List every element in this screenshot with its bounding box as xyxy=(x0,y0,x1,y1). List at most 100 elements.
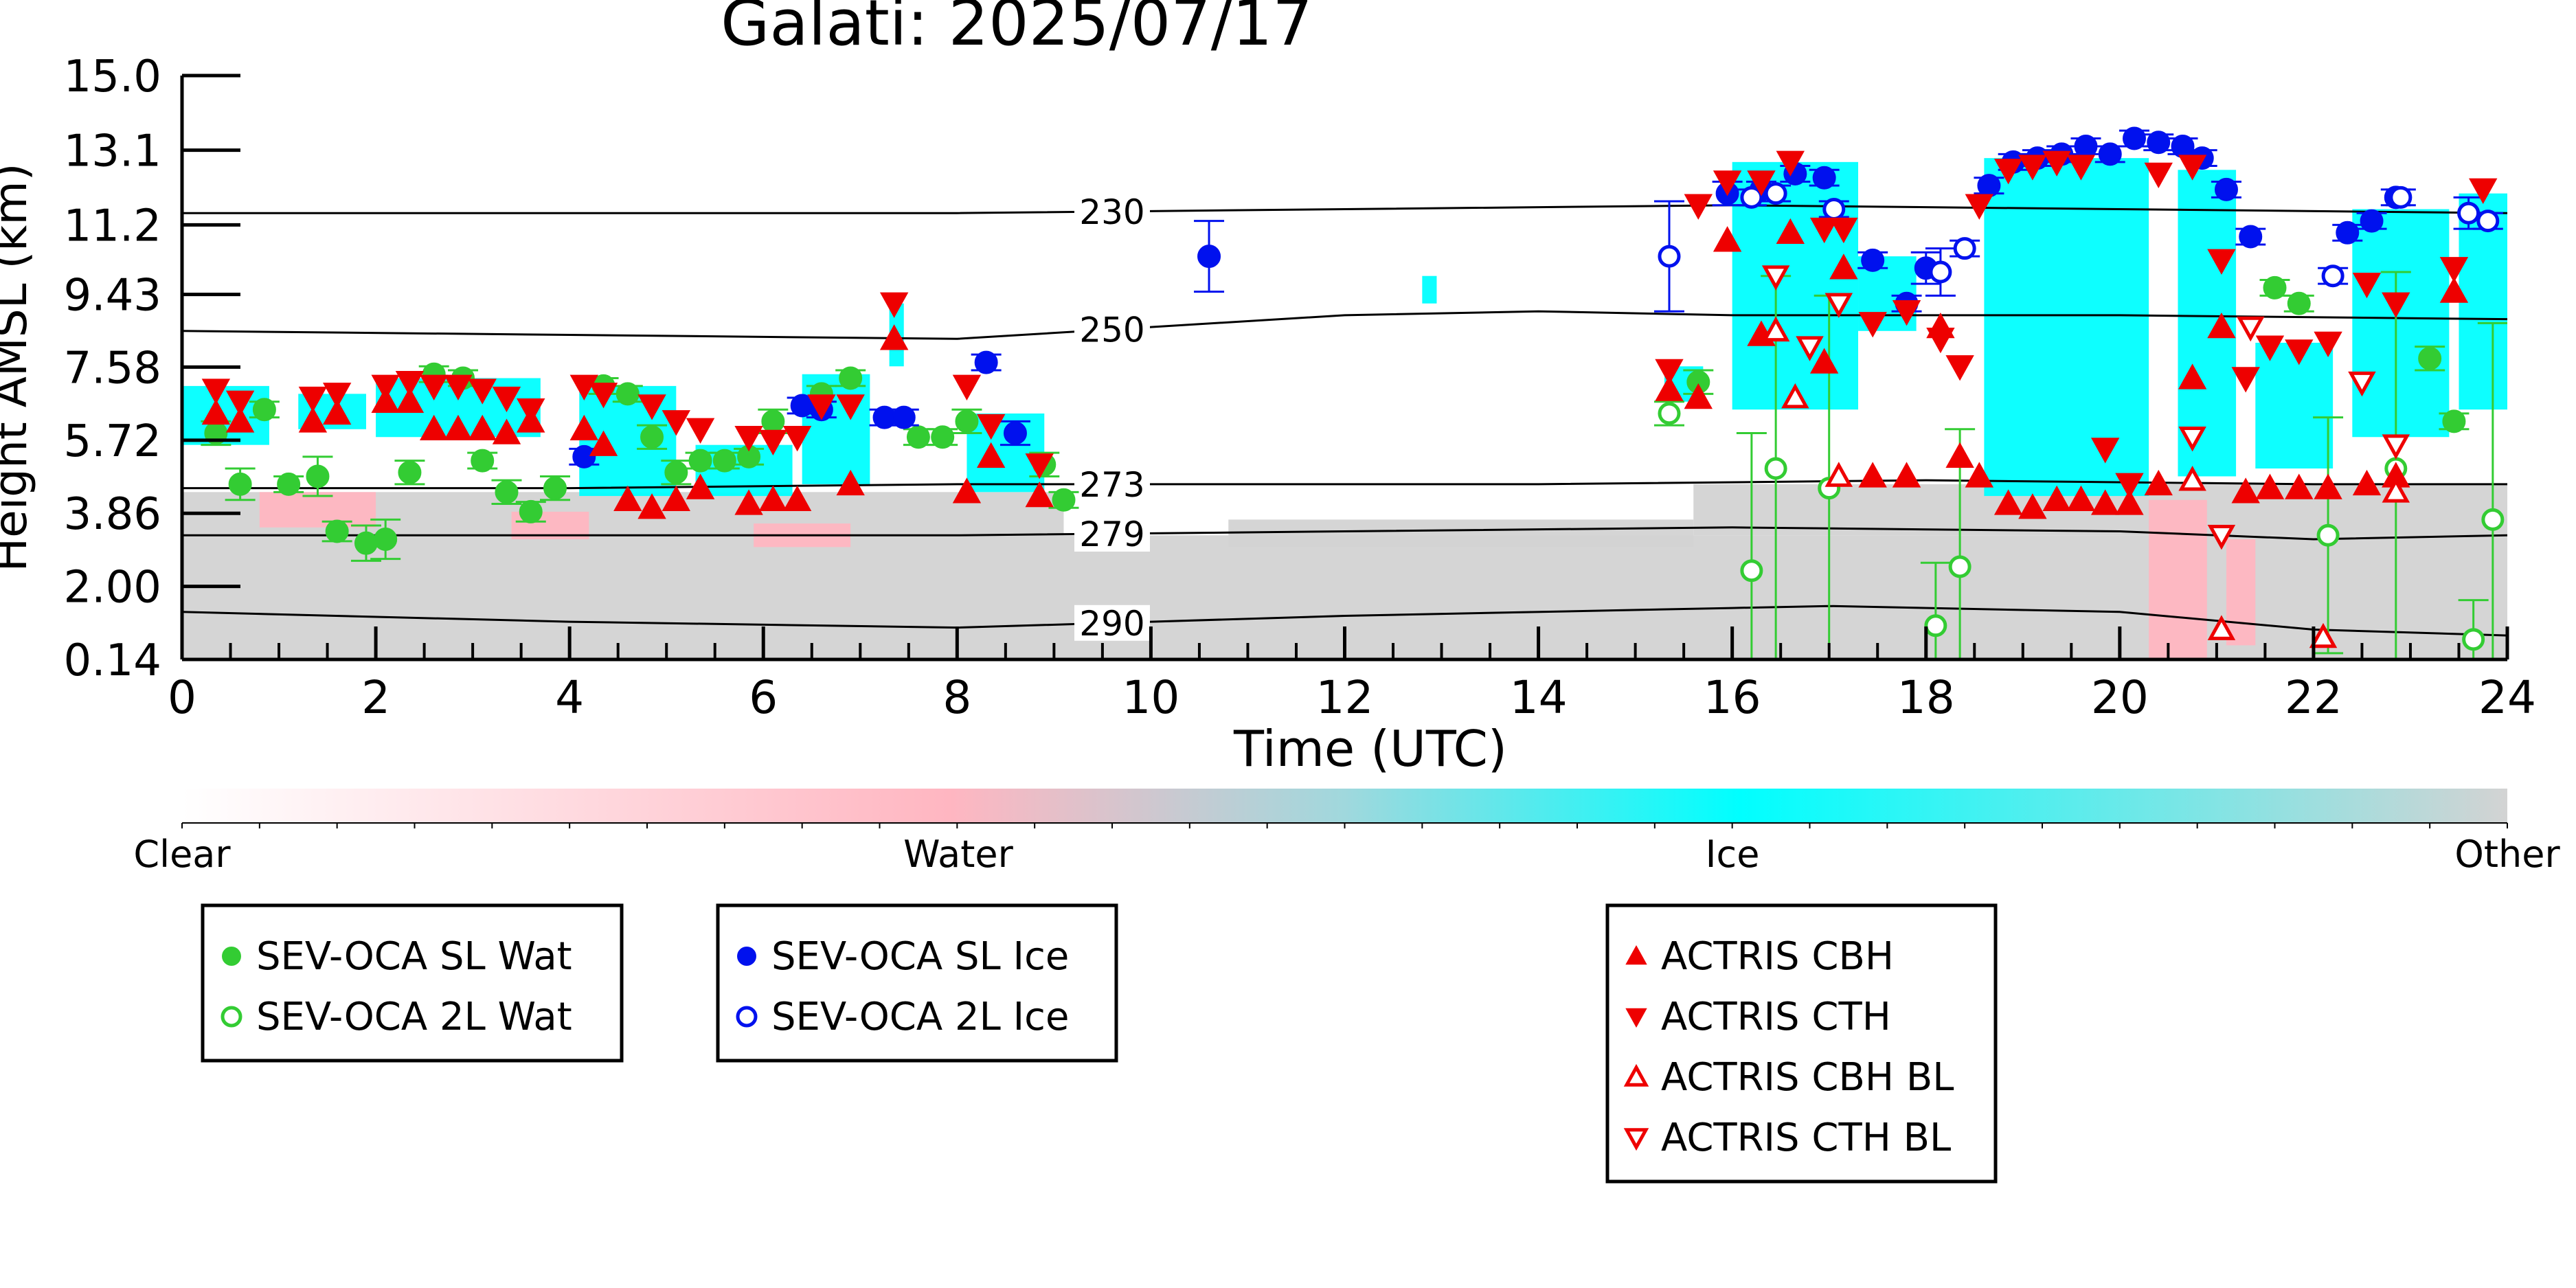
data-point xyxy=(2321,264,2345,288)
legend-entry-label: ACTRIS CTH BL xyxy=(1661,1116,1951,1160)
data-point xyxy=(519,499,543,523)
data-point xyxy=(686,418,715,444)
data-point xyxy=(2336,221,2360,245)
data-point xyxy=(977,442,1006,468)
data-point xyxy=(1764,182,1787,205)
data-point xyxy=(758,429,788,456)
data-point xyxy=(2382,292,2410,318)
data-point xyxy=(492,386,521,413)
x-tick-label: 10 xyxy=(1122,671,1179,724)
data-point xyxy=(955,409,979,433)
legend-box-2: SEV-OCA SL Ice SEV-OCA 2L Ice xyxy=(716,903,1118,1063)
data-point xyxy=(395,387,425,413)
data-point xyxy=(2018,155,2047,181)
y-tick-label: 2.00 xyxy=(64,563,162,613)
data-point xyxy=(1824,293,1853,318)
data-point xyxy=(1861,248,1885,272)
series-sev-oca-sl-ice xyxy=(569,126,2411,468)
data-point xyxy=(2144,469,2173,496)
data-point xyxy=(1929,260,1952,284)
data-point xyxy=(306,464,330,488)
contour-label-250: 250 xyxy=(1079,310,1144,350)
legend: SEV-OCA SL Wat SEV-OCA 2L Wat SEV-OCA SL I… xyxy=(201,903,1998,1184)
legend-entry-label: SEV-OCA SL Ice xyxy=(771,934,1069,979)
data-point xyxy=(2457,201,2481,225)
data-point xyxy=(277,472,301,496)
data-point xyxy=(1684,194,1713,220)
data-point xyxy=(2439,257,2469,283)
data-point xyxy=(492,418,521,444)
data-point xyxy=(2231,367,2260,393)
series-actris-cth xyxy=(201,150,2498,499)
x-tick-label: 20 xyxy=(2091,671,2149,724)
x-tick-label: 4 xyxy=(555,671,584,724)
data-point xyxy=(1025,481,1054,508)
data-point xyxy=(1809,217,1839,244)
data-point xyxy=(468,414,497,441)
data-point xyxy=(201,379,231,405)
data-point xyxy=(782,426,812,452)
data-point xyxy=(1858,462,1887,488)
data-point xyxy=(398,460,422,484)
data-point xyxy=(572,444,596,468)
curtain-ice-15 xyxy=(2352,209,2450,438)
data-point xyxy=(761,409,785,433)
data-point xyxy=(686,473,715,499)
data-point xyxy=(1003,421,1027,445)
y-axis-label: Height AMSL (km) xyxy=(0,163,37,572)
data-point xyxy=(782,485,812,511)
x-tick-label: 12 xyxy=(1316,671,1374,724)
data-point xyxy=(2439,277,2469,303)
x-tick-label: 6 xyxy=(749,671,778,724)
x-axis-label: Time (UTC) xyxy=(1233,720,1507,778)
data-point xyxy=(1025,453,1054,479)
data-point xyxy=(1658,402,1681,425)
y-tick-label: 13.1 xyxy=(64,126,162,177)
curtain-ice-12 xyxy=(1984,158,2149,497)
contour-label-279: 279 xyxy=(1079,515,1144,554)
data-point xyxy=(1977,174,2001,198)
contour-label-273: 273 xyxy=(1079,465,1144,505)
x-tick-label: 2 xyxy=(361,671,390,724)
data-point xyxy=(2382,477,2410,503)
data-point xyxy=(228,472,252,496)
x-tick-label: 0 xyxy=(168,671,196,724)
data-point xyxy=(2481,508,2505,531)
data-point xyxy=(569,374,599,400)
data-point xyxy=(1764,457,1787,480)
data-point xyxy=(2476,210,2500,233)
data-point xyxy=(2090,438,2120,464)
y-tick-label: 5.72 xyxy=(64,416,162,467)
legend-frame xyxy=(716,903,1118,1063)
x-tick-label: 14 xyxy=(1510,671,1568,724)
series-sev-oca-2l-wat xyxy=(1653,271,2507,659)
data-point xyxy=(2115,473,2144,499)
data-point xyxy=(201,398,231,425)
data-point xyxy=(2316,523,2340,547)
data-point xyxy=(589,430,618,456)
data-point xyxy=(2314,331,2342,358)
series-actris-cbh-bl xyxy=(1761,316,2410,648)
data-point xyxy=(444,414,473,441)
data-point xyxy=(2382,434,2410,460)
x-tick-label: 18 xyxy=(1897,671,1955,724)
data-point xyxy=(637,394,666,420)
legend-entry-label: SEV-OCA 2L Ice xyxy=(771,995,1069,1039)
data-point xyxy=(662,485,691,511)
data-point xyxy=(1781,383,1809,409)
data-point xyxy=(2171,134,2195,158)
data-point xyxy=(2352,272,2382,299)
data-point xyxy=(839,366,863,390)
series-actris-cbh xyxy=(201,218,2469,519)
data-point xyxy=(2285,473,2314,499)
data-point xyxy=(1945,442,1974,468)
data-point xyxy=(1829,217,1858,244)
colorbar-label-ice: Ice xyxy=(1706,833,1760,876)
data-point xyxy=(879,292,909,318)
y-tick-label: 9.43 xyxy=(64,271,162,321)
curtain-other-midday xyxy=(1228,519,1694,547)
colorbar-gradient xyxy=(182,789,2507,823)
data-point xyxy=(2309,622,2338,648)
data-point xyxy=(1713,170,1742,196)
